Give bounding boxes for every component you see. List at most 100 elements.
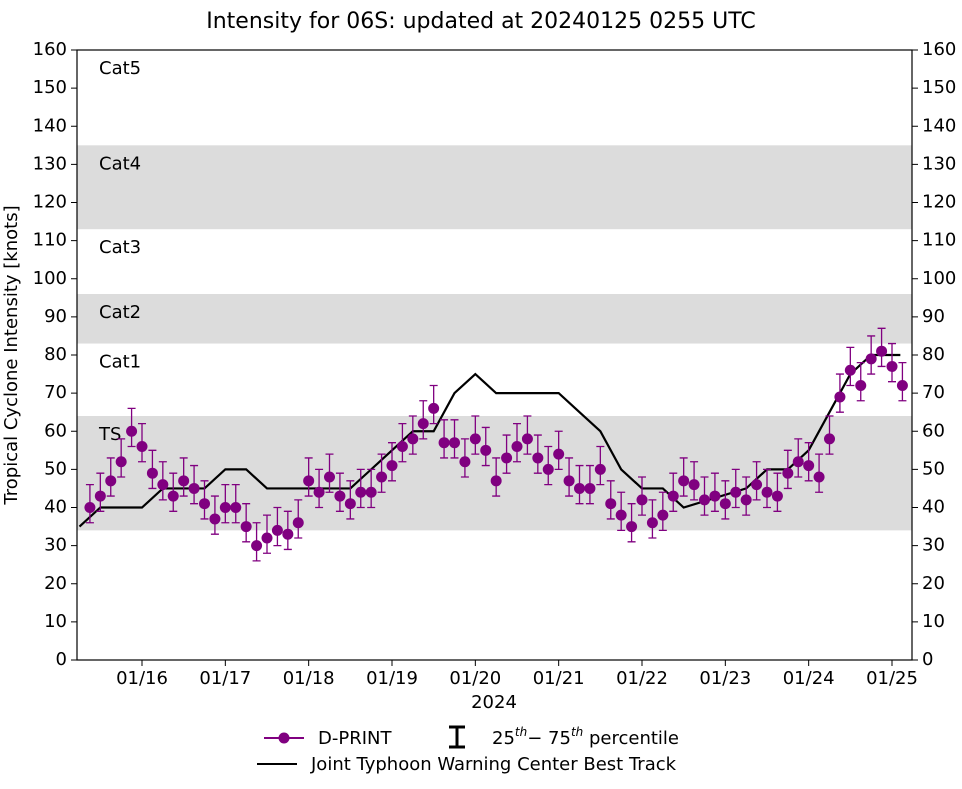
point: [667, 490, 679, 502]
point: [844, 364, 856, 376]
legend-label: 25th− 75th percentile: [492, 725, 679, 750]
y-tick-label: 50: [44, 458, 67, 479]
category-label: Cat5: [99, 58, 141, 79]
point: [188, 482, 200, 494]
legend-label-part: 25: [492, 728, 515, 749]
point: [219, 502, 231, 513]
point: [469, 433, 481, 445]
y2-tick-label: 130: [922, 153, 956, 174]
legend-label-part: − 75: [527, 728, 571, 749]
y-tick-label: 120: [33, 192, 67, 213]
y-tick-label: 40: [44, 497, 67, 518]
point: [230, 502, 242, 513]
y-tick-label: 80: [44, 344, 67, 365]
point: [480, 444, 492, 456]
point: [251, 540, 263, 552]
x-tick-label: 01/24: [783, 668, 835, 689]
y-axis-label: Tropical Cyclone Intensity [knots]: [1, 205, 22, 505]
category-band: [77, 416, 912, 531]
point: [521, 433, 533, 445]
x-tick-label: 01/20: [449, 668, 501, 689]
legend-label: D-PRINT: [318, 728, 392, 749]
point: [376, 471, 388, 483]
point: [303, 475, 315, 487]
y2-tick-label: 110: [922, 230, 956, 251]
point: [865, 353, 877, 365]
point: [355, 486, 367, 498]
y-tick-label: 0: [56, 649, 67, 670]
point: [490, 475, 502, 487]
y-tick-label: 100: [33, 268, 67, 289]
point: [803, 460, 815, 472]
category-label: Cat4: [99, 153, 141, 174]
point: [886, 360, 898, 372]
point: [594, 463, 606, 475]
category-label: Cat2: [99, 302, 141, 323]
y2-tick-label: 80: [922, 344, 945, 365]
point: [261, 532, 273, 544]
point: [532, 452, 544, 464]
point: [334, 490, 346, 502]
point: [636, 494, 648, 506]
x-axis-label: 2024: [471, 692, 517, 713]
point: [824, 433, 835, 445]
point: [771, 490, 783, 502]
point: [157, 479, 169, 491]
legend-label-part: th: [515, 725, 527, 739]
point: [324, 471, 335, 483]
point: [782, 467, 794, 479]
point: [94, 490, 106, 502]
point: [553, 448, 565, 460]
x-tick-label: 01/21: [533, 668, 585, 689]
point: [126, 425, 138, 437]
x-tick-label: 01/23: [699, 668, 751, 689]
category-band: [77, 145, 912, 230]
y-tick-label: 20: [44, 573, 67, 594]
point: [751, 479, 763, 491]
point: [719, 498, 731, 510]
x-tick-label: 01/19: [366, 668, 418, 689]
point: [115, 456, 127, 468]
point: [240, 521, 252, 533]
point: [84, 502, 96, 513]
point: [199, 498, 210, 510]
point: [834, 391, 846, 403]
point: [292, 517, 304, 529]
category-band: [77, 294, 912, 344]
point: [313, 486, 325, 498]
y2-tick-label: 60: [922, 420, 945, 441]
point: [688, 479, 700, 491]
point: [646, 517, 658, 529]
point: [438, 437, 450, 449]
y-tick-label: 60: [44, 420, 67, 441]
point: [105, 475, 117, 487]
y-tick-label: 130: [33, 153, 67, 174]
legend-errorbar: [449, 725, 465, 749]
y2-tick-label: 140: [922, 115, 956, 136]
chart-title: Intensity for 06S: updated at 20240125 0…: [206, 9, 756, 34]
y-tick-label: 10: [44, 611, 67, 632]
point: [386, 460, 398, 472]
point: [605, 498, 617, 510]
y2-tick-label: 90: [922, 306, 945, 327]
point: [584, 482, 596, 494]
y-tick-label: 110: [33, 230, 67, 251]
y-tick-label: 160: [33, 39, 67, 60]
legend-marker: [278, 732, 290, 744]
point: [740, 494, 752, 506]
point: [615, 509, 627, 521]
point: [699, 494, 710, 506]
point: [855, 380, 867, 391]
x-tick-label: 01/25: [866, 668, 918, 689]
y-tick-label: 90: [44, 306, 67, 327]
point: [178, 475, 190, 487]
point: [678, 475, 690, 487]
point: [896, 380, 908, 391]
point: [428, 402, 440, 414]
point: [271, 524, 283, 536]
x-tick-label: 01/16: [116, 668, 168, 689]
legend-label-part: th: [571, 725, 583, 739]
point: [459, 456, 471, 468]
legend-label-part: percentile: [583, 728, 679, 749]
point: [709, 490, 721, 502]
